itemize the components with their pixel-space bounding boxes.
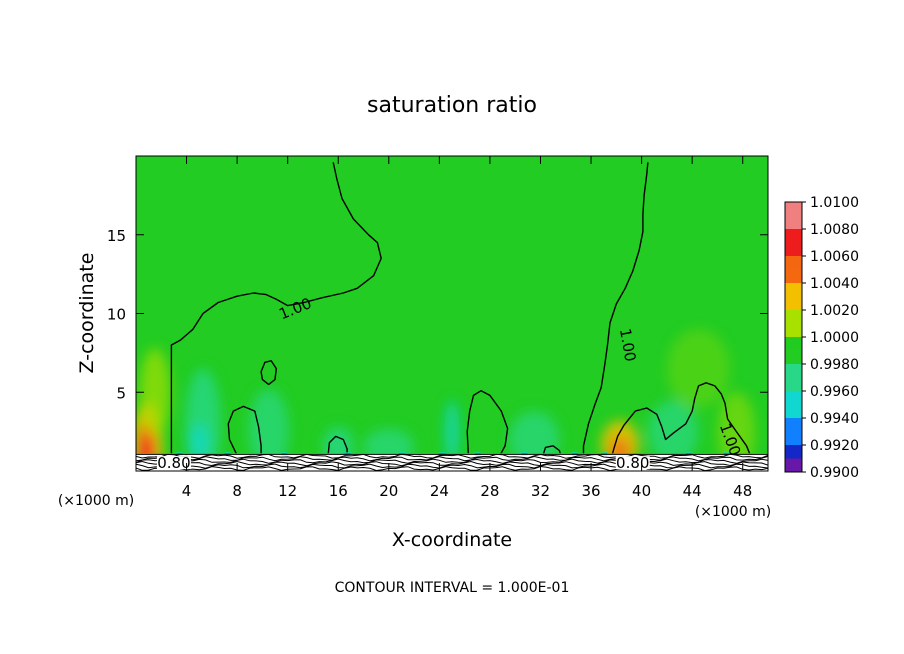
contour-label-bg-3	[156, 456, 191, 470]
field-patch-14	[666, 329, 731, 408]
contour-bubble-2	[327, 435, 348, 456]
contour-bubble-1	[260, 360, 277, 386]
y-tick-label-5: 5	[116, 384, 126, 402]
colorbar-label-9: 0.9920	[810, 438, 859, 454]
colorbar-swatch-shade-7	[785, 391, 802, 405]
x-tick-label-40: 40	[632, 482, 651, 500]
field-patch-11	[444, 400, 460, 464]
colorbar-swatch-shade-4	[785, 310, 802, 324]
surface-contour-3	[136, 460, 768, 467]
contour-label-text-3: 0.80	[157, 454, 190, 472]
contour-bubble-0	[227, 405, 262, 456]
chart-title: saturation ratio	[367, 93, 537, 118]
field-patch-8	[248, 389, 289, 471]
colorbar-swatch-shade-6	[785, 364, 802, 378]
x-tick-label-24: 24	[430, 482, 449, 500]
x-tick-label-4: 4	[182, 482, 192, 500]
y-axis-label: Z-coordinate	[76, 253, 98, 374]
contour-line-1-00-2	[610, 382, 753, 459]
x-axis-ticks: 4 8 12 16 20 24 28 32 36 40 44 48	[182, 156, 752, 500]
colorbar-swatch-shade-1	[785, 229, 802, 243]
y-tick-label-15: 15	[107, 227, 126, 245]
colorbar-swatch-bottom	[785, 458, 802, 472]
x-tick-label-36: 36	[581, 482, 600, 500]
colorbar-label-7: 0.9960	[810, 384, 859, 400]
contour-interval-note: CONTOUR INTERVAL = 1.000E-01	[335, 580, 570, 596]
surface-contour-4	[136, 463, 768, 469]
colorbar-swatch-shade-8	[785, 418, 802, 432]
surface-contour-5	[136, 465, 768, 471]
colorbar-label-6: 0.9980	[810, 357, 859, 373]
colorbar-label-0: 1.0100	[810, 195, 859, 211]
x-tick-label-48: 48	[733, 482, 752, 500]
colorbar-label-1: 1.0080	[810, 222, 859, 238]
colorbar: 1.0100 1.0080 1.0060 1.0040 1.0020 1.0000 0.99…	[784, 195, 859, 481]
colorbar-swatch-shade-2	[785, 256, 802, 270]
contour-label-4: 0.80	[615, 454, 650, 472]
contour-line-1-00-1	[582, 162, 649, 459]
contour-label-1: 1.00	[616, 327, 640, 363]
field-patch-13	[647, 400, 699, 464]
colorbar-label-10: 0.9900	[810, 465, 859, 481]
plot-area: 1.001.001.000.80 0.80	[136, 156, 768, 472]
y-tick-label-10: 10	[107, 306, 126, 324]
contour-label-text-1: 1.00	[616, 327, 640, 363]
colorbar-swatch-shade-0	[785, 202, 802, 216]
surface-contour-0	[136, 453, 768, 459]
colorbar-swatch-shade-9	[785, 445, 802, 459]
contour-line-1-00-0	[170, 162, 382, 459]
contour-bubble-3	[466, 390, 509, 456]
x-unit-right: (×1000 m)	[695, 504, 771, 520]
contour-lines	[170, 162, 753, 459]
x-tick-label-12: 12	[278, 482, 297, 500]
surface-contour-2	[136, 458, 768, 464]
contour-label-3: 0.80	[156, 454, 191, 472]
colorbar-label-4: 1.0020	[810, 303, 859, 319]
x-tick-label-20: 20	[379, 482, 398, 500]
surface-layer	[136, 452, 768, 471]
surface-contour-1	[136, 455, 768, 462]
field-patch-3	[139, 348, 171, 437]
x-tick-label-16: 16	[329, 482, 348, 500]
colorbar-label-2: 1.0060	[810, 249, 859, 265]
x-tick-label-8: 8	[232, 482, 242, 500]
y-axis-ticks: 5 10 15	[107, 227, 768, 402]
x-tick-label-44: 44	[683, 482, 702, 500]
x-tick-label-32: 32	[531, 482, 550, 500]
contour-label-text-4: 0.80	[616, 454, 649, 472]
colorbar-label-3: 1.0040	[810, 276, 859, 292]
contour-bubble-4	[542, 445, 562, 456]
colorbar-label-5: 1.0000	[810, 330, 859, 346]
colorbar-swatch-shade-3	[785, 283, 802, 297]
x-tick-label-28: 28	[480, 482, 499, 500]
x-axis-label: X-coordinate	[392, 529, 512, 551]
colorbar-swatch-shade-5	[785, 337, 802, 351]
x-unit-left: (×1000 m)	[58, 493, 134, 509]
colorbar-label-8: 0.9940	[810, 411, 859, 427]
field-patch-7	[189, 423, 210, 462]
